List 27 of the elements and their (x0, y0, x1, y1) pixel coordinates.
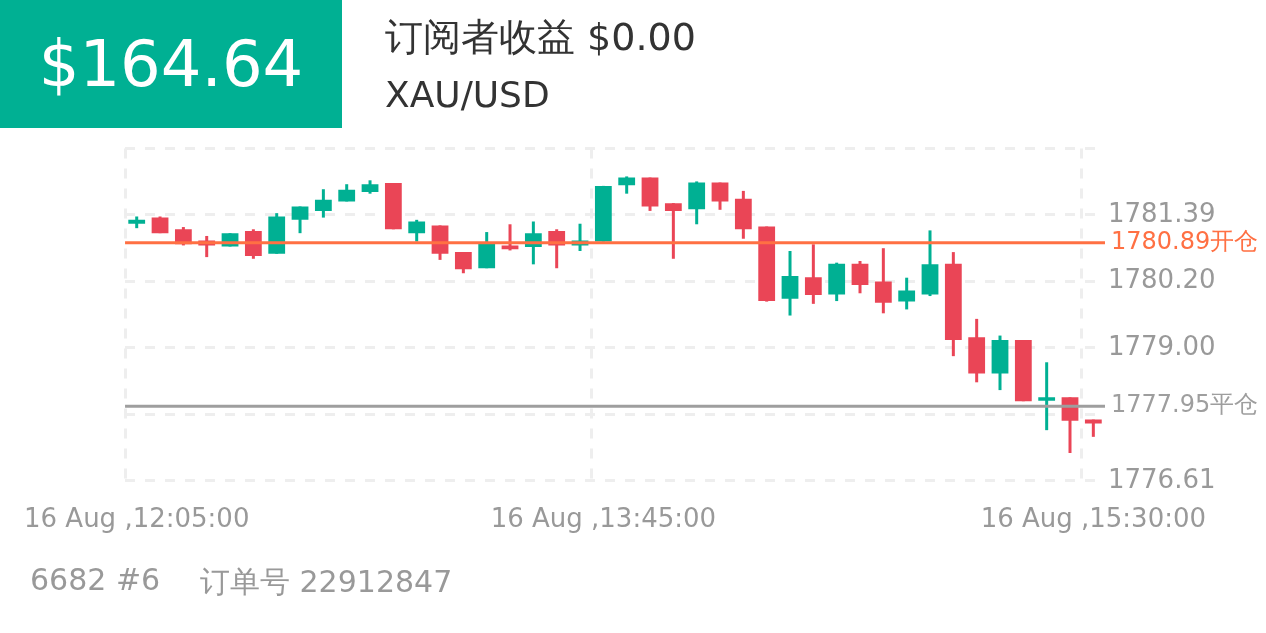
text: 6682 #6 (30, 562, 161, 597)
candlestick (711, 182, 729, 210)
candlestick (664, 203, 682, 259)
candlestick (314, 189, 332, 218)
candlestick (898, 277, 916, 310)
y-tick-label: 1779.00 (1107, 330, 1216, 361)
candlestick (804, 244, 822, 304)
candlestick (781, 250, 799, 316)
ref-line-label: 1777.95平仓 (1111, 390, 1259, 419)
candlestick (851, 261, 869, 294)
candlestick (408, 218, 426, 242)
candlestick (874, 248, 892, 314)
x-tick-label: 16 Aug ,15:30:00 (980, 503, 1207, 534)
chart-subtitle: XAU/USD (385, 74, 550, 115)
candlestick (501, 224, 519, 251)
candlestick (1038, 362, 1056, 432)
text: $164.64 (0, 0, 342, 128)
x-tick-label: 16 Aug ,13:45:00 (490, 503, 717, 534)
candlestick (454, 252, 472, 274)
chart-title: 订阅者收益 $0.00 (385, 14, 696, 61)
text: 订单号 22912847 (200, 563, 453, 601)
x-tick-label: 16 Aug ,12:05:00 (24, 503, 250, 534)
y-tick-label: 1780.20 (1107, 263, 1216, 294)
ref-line-label: 1780.89开仓 (1111, 226, 1259, 255)
candlestick (291, 206, 309, 235)
y-tick-label: 1781.39 (1107, 197, 1216, 228)
y-tick-label: 1776.61 (1107, 463, 1216, 494)
